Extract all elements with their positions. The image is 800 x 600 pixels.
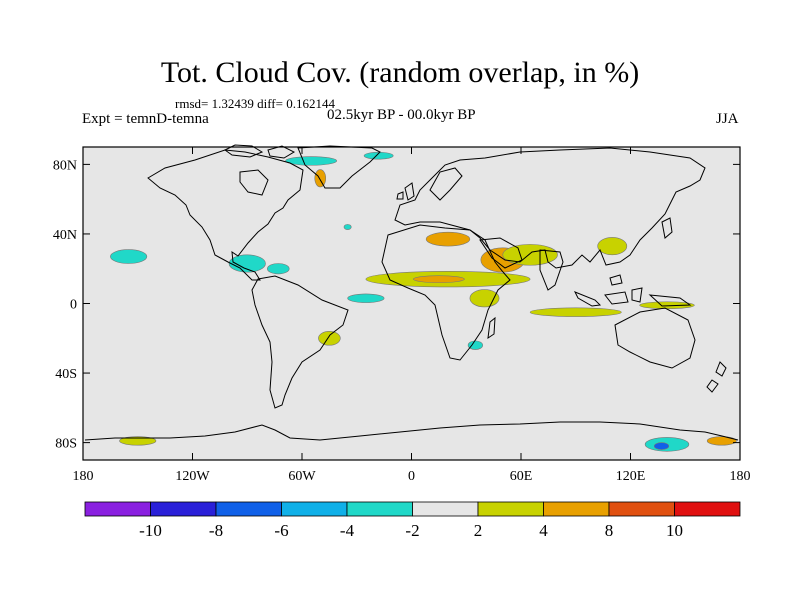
colorbar-label: 10	[666, 521, 683, 540]
colorbar-swatch	[281, 501, 348, 517]
coastline-africa	[381, 224, 511, 361]
anomaly-region	[343, 224, 352, 230]
anomaly-region	[110, 249, 148, 264]
coastline-hudson-bay	[239, 169, 269, 196]
anomaly-region	[347, 293, 385, 303]
y-tick-label: 40S	[55, 367, 77, 382]
coastline-north-america	[147, 149, 304, 281]
coastline-madagascar	[487, 316, 496, 340]
anomaly-region	[467, 340, 483, 350]
colorbar-swatch	[674, 501, 741, 517]
colorbar-swatch	[84, 501, 151, 517]
season-label: JJA	[716, 111, 739, 127]
colorbar-swatch	[477, 501, 544, 517]
coastline-indonesia	[573, 274, 692, 307]
anomaly-region	[267, 263, 290, 275]
colorbar-label: -6	[274, 521, 288, 540]
colorbar-label: 2	[474, 521, 483, 540]
experiment-label: Expt = temnD-temna	[82, 111, 209, 127]
anomaly-region	[318, 331, 341, 346]
y-tick-label: 80N	[53, 158, 77, 173]
x-tick-label: 120E	[616, 469, 646, 484]
anomaly-region	[597, 237, 628, 256]
coastline-arabia	[479, 237, 523, 269]
x-tick-label: 0	[408, 469, 415, 484]
x-tick-label: 180	[73, 469, 94, 484]
colorbar-swatch	[150, 501, 217, 517]
anomaly-regions	[110, 151, 737, 452]
anomaly-region	[653, 442, 670, 450]
plot-title: Tot. Cloud Cov. (random overlap, in %)	[160, 56, 640, 89]
colorbar-swatch	[543, 501, 610, 517]
colorbar-swatch	[215, 501, 282, 517]
anomaly-region	[119, 436, 157, 446]
x-tick-label: 60W	[288, 469, 316, 484]
x-tick-label: 120W	[175, 469, 210, 484]
anomaly-region	[529, 307, 622, 317]
coastline-scandinavia	[429, 167, 463, 201]
anomaly-region	[502, 244, 558, 266]
colorbar-swatch	[608, 501, 675, 517]
anomaly-region	[425, 231, 471, 247]
colorbar-label: -10	[139, 521, 162, 540]
coastline-antarctica	[84, 421, 739, 441]
period-label: 02.5kyr BP - 00.0kyr BP	[327, 107, 476, 123]
colorbar-label: -4	[340, 521, 355, 540]
x-tick-label: 60E	[510, 469, 533, 484]
anomaly-region	[314, 169, 327, 188]
colorbar: -10 -8 -6 -4 -2 2 4 8 10	[84, 501, 741, 540]
x-axis: 180 120W 60W 0 60E 120E 180	[73, 147, 751, 484]
y-tick-label: 0	[70, 298, 77, 313]
anomaly-region	[285, 156, 337, 166]
anomaly-region	[469, 289, 500, 308]
map-ocean-background	[83, 147, 740, 460]
coastline-japan	[661, 217, 673, 239]
y-tick-label: 40N	[53, 228, 77, 243]
coastline-eurasia	[394, 147, 706, 269]
coastlines	[84, 144, 739, 441]
coastline-australia	[614, 307, 696, 369]
anomaly-region	[706, 436, 737, 446]
map-background	[83, 147, 740, 460]
colorbar-swatch	[346, 501, 413, 517]
colorbar-swatch	[412, 501, 479, 517]
y-axis: 80N 40N 0 40S 80S	[53, 158, 740, 452]
x-tick-label: 180	[730, 469, 751, 484]
anomaly-region	[413, 275, 465, 283]
colorbar-label: -8	[209, 521, 223, 540]
rmsd-diff-stats: rmsd= 1.32439 diff= 0.162144	[175, 96, 335, 111]
coastline-india	[539, 249, 564, 291]
coastline-british-isles	[396, 182, 415, 201]
coastline-south-america	[251, 275, 349, 409]
colorbar-label: 8	[605, 521, 614, 540]
y-tick-label: 80S	[55, 437, 77, 452]
anomaly-region	[228, 254, 266, 273]
coastline-new-zealand	[706, 361, 727, 393]
colorbar-label: -2	[405, 521, 419, 540]
anomaly-region	[363, 151, 394, 160]
colorbar-label: 4	[539, 521, 548, 540]
